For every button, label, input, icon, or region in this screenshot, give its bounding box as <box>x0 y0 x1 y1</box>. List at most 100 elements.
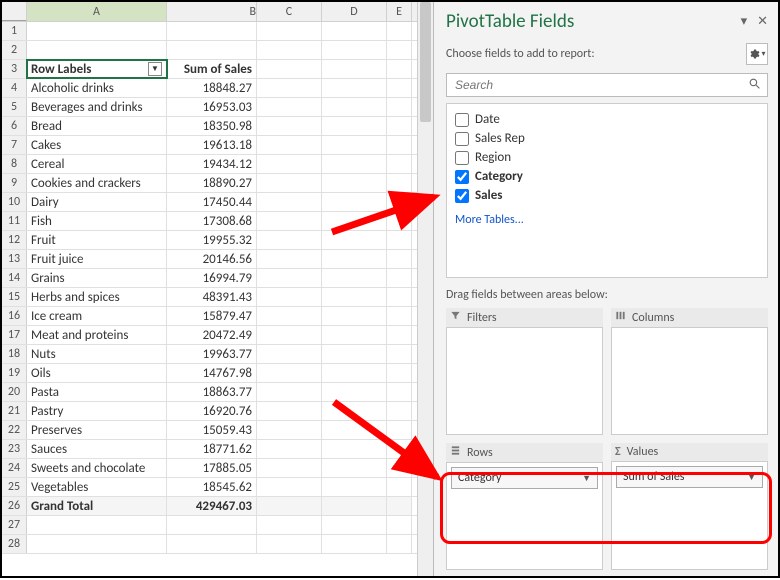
cell-A10[interactable]: Dairy <box>27 193 167 211</box>
row-head-8[interactable]: 8 <box>2 155 27 173</box>
cell-C5[interactable] <box>257 98 322 116</box>
row-head-10[interactable]: 10 <box>2 193 27 211</box>
cell-E8[interactable] <box>387 155 412 173</box>
cell-C17[interactable] <box>257 326 322 344</box>
cell-B7[interactable]: 19613.18 <box>167 136 257 154</box>
cell-B14[interactable]: 16994.79 <box>167 269 257 287</box>
pane-close-icon[interactable]: ✕ <box>757 14 768 29</box>
row-head-2[interactable]: 2 <box>2 41 27 59</box>
cell-B27[interactable] <box>167 516 257 534</box>
cell-B11[interactable]: 17308.68 <box>167 212 257 230</box>
row-head-25[interactable]: 25 <box>2 478 27 496</box>
cell-C19[interactable] <box>257 364 322 382</box>
cell-B22[interactable]: 15059.43 <box>167 421 257 439</box>
col-head-c[interactable]: C <box>257 2 322 21</box>
search-input[interactable] <box>453 77 748 93</box>
cell-B20[interactable]: 18863.77 <box>167 383 257 401</box>
cell-A23[interactable]: Sauces <box>27 440 167 458</box>
more-tables-link[interactable]: More Tables... <box>455 213 759 227</box>
cell-B5[interactable]: 16953.03 <box>167 98 257 116</box>
cell-C21[interactable] <box>257 402 322 420</box>
cell-D13[interactable] <box>322 250 387 268</box>
cell-D3[interactable] <box>322 60 387 78</box>
row-head-6[interactable]: 6 <box>2 117 27 135</box>
field-checkbox[interactable] <box>455 189 469 203</box>
row-head-7[interactable]: 7 <box>2 136 27 154</box>
cell-E17[interactable] <box>387 326 412 344</box>
cell-B2[interactable] <box>167 41 257 59</box>
row-head-14[interactable]: 14 <box>2 269 27 287</box>
filters-zone[interactable]: Filters <box>446 308 603 435</box>
cell-E19[interactable] <box>387 364 412 382</box>
col-head-d[interactable]: D <box>322 2 387 21</box>
col-head-e[interactable]: E <box>387 2 412 21</box>
cell-D16[interactable] <box>322 307 387 325</box>
cell-C8[interactable] <box>257 155 322 173</box>
cell-A16[interactable]: Ice cream <box>27 307 167 325</box>
cell-A20[interactable]: Pasta <box>27 383 167 401</box>
cell-A8[interactable]: Cereal <box>27 155 167 173</box>
cell-E5[interactable] <box>387 98 412 116</box>
cell-C7[interactable] <box>257 136 322 154</box>
field-item-date[interactable]: Date <box>455 110 759 129</box>
cell-D18[interactable] <box>322 345 387 363</box>
cell-A26[interactable]: Grand Total <box>27 497 167 515</box>
cell-D14[interactable] <box>322 269 387 287</box>
cell-C24[interactable] <box>257 459 322 477</box>
cell-C12[interactable] <box>257 231 322 249</box>
cell-B3[interactable]: Sum of Sales <box>167 60 257 78</box>
cell-D5[interactable] <box>322 98 387 116</box>
values-zone[interactable]: Σ Values Sum of Sales▼ <box>611 443 768 570</box>
cell-A14[interactable]: Grains <box>27 269 167 287</box>
cell-A1[interactable] <box>27 22 167 40</box>
cell-E20[interactable] <box>387 383 412 401</box>
cell-A19[interactable]: Oils <box>27 364 167 382</box>
row-head-3[interactable]: 3 <box>2 60 27 78</box>
row-head-15[interactable]: 15 <box>2 288 27 306</box>
cell-C22[interactable] <box>257 421 322 439</box>
row-head-22[interactable]: 22 <box>2 421 27 439</box>
cell-B19[interactable]: 14767.98 <box>167 364 257 382</box>
cell-E23[interactable] <box>387 440 412 458</box>
cell-D25[interactable] <box>322 478 387 496</box>
row-head-17[interactable]: 17 <box>2 326 27 344</box>
field-item-region[interactable]: Region <box>455 148 759 167</box>
cell-B28[interactable] <box>167 535 257 553</box>
cell-C10[interactable] <box>257 193 322 211</box>
row-head-26[interactable]: 26 <box>2 497 27 515</box>
cell-E28[interactable] <box>387 535 412 553</box>
cell-E3[interactable] <box>387 60 412 78</box>
cell-E24[interactable] <box>387 459 412 477</box>
cell-C26[interactable] <box>257 497 322 515</box>
cell-C16[interactable] <box>257 307 322 325</box>
cell-A17[interactable]: Meat and proteins <box>27 326 167 344</box>
col-head-a[interactable]: A <box>27 2 167 21</box>
cell-A21[interactable]: Pastry <box>27 402 167 420</box>
cell-A25[interactable]: Vegetables <box>27 478 167 496</box>
cell-E4[interactable] <box>387 79 412 97</box>
row-head-16[interactable]: 16 <box>2 307 27 325</box>
cell-D4[interactable] <box>322 79 387 97</box>
field-item-sales-rep[interactable]: Sales Rep <box>455 129 759 148</box>
cell-A15[interactable]: Herbs and spices <box>27 288 167 306</box>
cell-C15[interactable] <box>257 288 322 306</box>
cell-E13[interactable] <box>387 250 412 268</box>
cell-D11[interactable] <box>322 212 387 230</box>
row-head-13[interactable]: 13 <box>2 250 27 268</box>
cell-C23[interactable] <box>257 440 322 458</box>
col-head-b[interactable]: B <box>167 2 257 21</box>
cell-C25[interactable] <box>257 478 322 496</box>
cell-A24[interactable]: Sweets and chocolate <box>27 459 167 477</box>
cell-A22[interactable]: Preserves <box>27 421 167 439</box>
cell-C6[interactable] <box>257 117 322 135</box>
cell-C14[interactable] <box>257 269 322 287</box>
cell-C27[interactable] <box>257 516 322 534</box>
cell-E14[interactable] <box>387 269 412 287</box>
gear-icon[interactable]: ▾ <box>746 43 768 65</box>
cell-D26[interactable] <box>322 497 387 515</box>
cell-E26[interactable] <box>387 497 412 515</box>
row-head-28[interactable]: 28 <box>2 535 27 553</box>
cell-B17[interactable]: 20472.49 <box>167 326 257 344</box>
cell-E16[interactable] <box>387 307 412 325</box>
cell-E21[interactable] <box>387 402 412 420</box>
